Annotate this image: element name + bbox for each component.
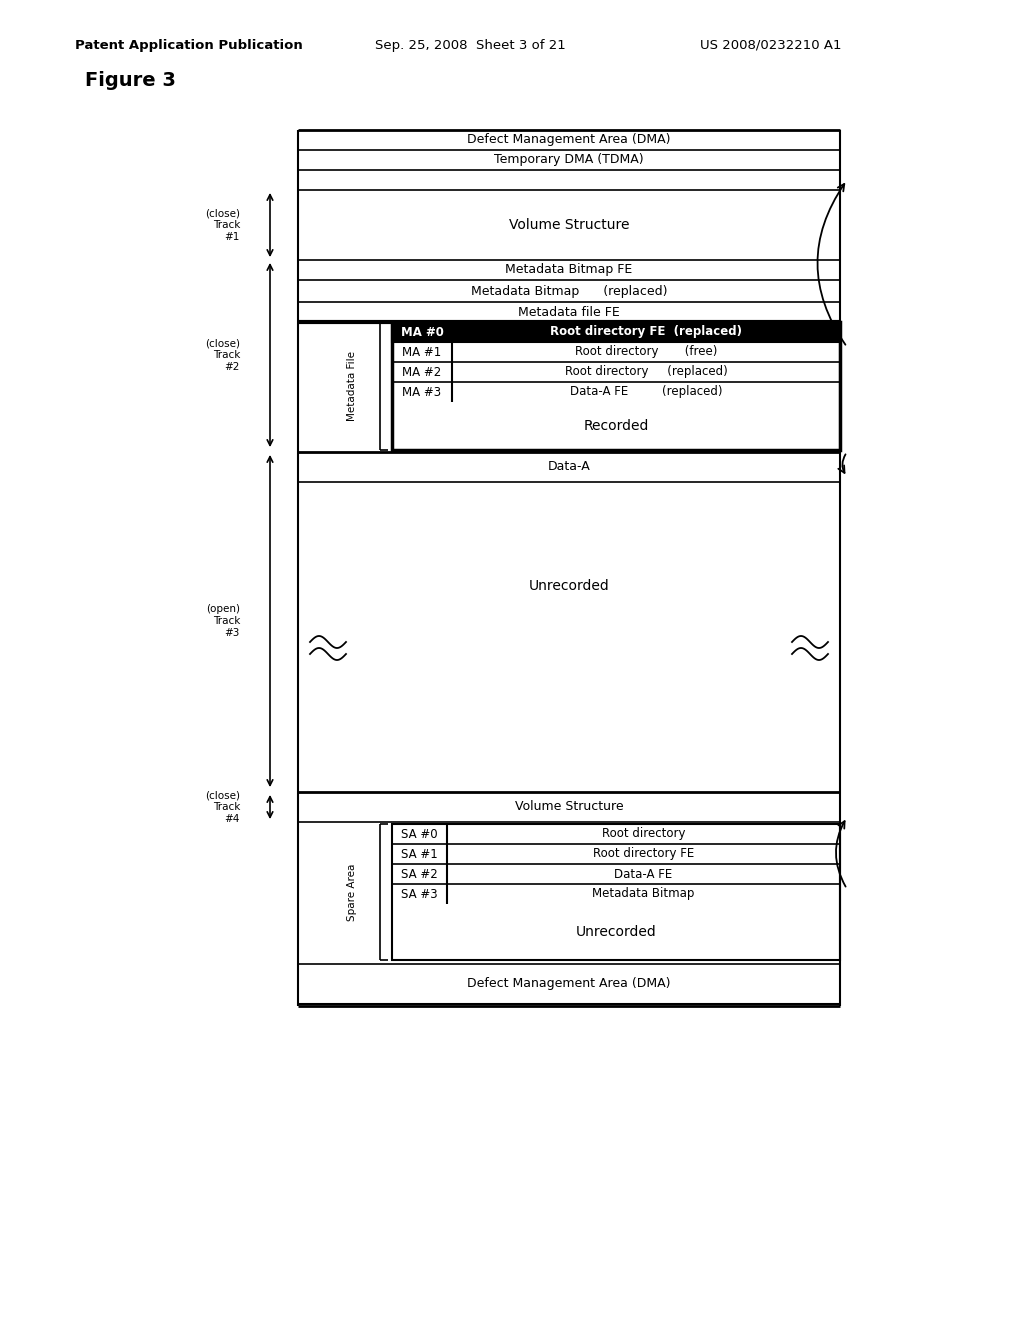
Text: SA #1: SA #1 xyxy=(401,847,438,861)
Text: Volume Structure: Volume Structure xyxy=(515,800,624,813)
Text: MA #2: MA #2 xyxy=(402,366,441,379)
Text: Spare Area: Spare Area xyxy=(347,863,357,920)
Text: SA #3: SA #3 xyxy=(401,887,438,900)
Text: Unrecorded: Unrecorded xyxy=(575,925,656,939)
Text: Data-A FE: Data-A FE xyxy=(614,867,673,880)
Text: MA #3: MA #3 xyxy=(402,385,441,399)
Text: Metadata file FE: Metadata file FE xyxy=(518,305,620,318)
Text: (close)
Track
#2: (close) Track #2 xyxy=(205,338,240,372)
Text: Data-A FE         (replaced): Data-A FE (replaced) xyxy=(569,385,722,399)
Text: US 2008/0232210 A1: US 2008/0232210 A1 xyxy=(700,38,842,51)
Text: Figure 3: Figure 3 xyxy=(85,70,176,90)
Bar xyxy=(392,322,840,342)
Text: Metadata Bitmap FE: Metadata Bitmap FE xyxy=(506,264,633,276)
Text: Root directory       (free): Root directory (free) xyxy=(574,346,717,359)
Text: Defect Management Area (DMA): Defect Management Area (DMA) xyxy=(467,978,671,990)
Text: (close)
Track
#1: (close) Track #1 xyxy=(205,209,240,242)
Bar xyxy=(392,824,840,960)
Text: SA #0: SA #0 xyxy=(401,828,438,841)
Text: Defect Management Area (DMA): Defect Management Area (DMA) xyxy=(467,133,671,147)
Text: Temporary DMA (TDMA): Temporary DMA (TDMA) xyxy=(495,153,644,166)
Text: Metadata File: Metadata File xyxy=(347,351,357,421)
Text: Root directory FE  (replaced): Root directory FE (replaced) xyxy=(550,326,742,338)
Text: Recorded: Recorded xyxy=(584,418,648,433)
Text: MA #1: MA #1 xyxy=(402,346,441,359)
Text: Volume Structure: Volume Structure xyxy=(509,218,630,232)
Text: SA #2: SA #2 xyxy=(401,867,438,880)
Text: Root directory FE: Root directory FE xyxy=(593,847,694,861)
Text: Data-A: Data-A xyxy=(548,461,591,474)
Text: Root directory: Root directory xyxy=(602,828,685,841)
Text: Unrecorded: Unrecorded xyxy=(528,579,609,593)
Text: MA #0: MA #0 xyxy=(400,326,443,338)
Text: Root directory     (replaced): Root directory (replaced) xyxy=(564,366,727,379)
Text: Metadata Bitmap: Metadata Bitmap xyxy=(592,887,694,900)
Text: (close)
Track
#4: (close) Track #4 xyxy=(205,791,240,824)
Text: Sep. 25, 2008  Sheet 3 of 21: Sep. 25, 2008 Sheet 3 of 21 xyxy=(375,38,565,51)
Text: Patent Application Publication: Patent Application Publication xyxy=(75,38,303,51)
Bar xyxy=(392,322,840,450)
Text: (open)
Track
#3: (open) Track #3 xyxy=(206,605,240,638)
Text: Metadata Bitmap      (replaced): Metadata Bitmap (replaced) xyxy=(471,285,668,297)
